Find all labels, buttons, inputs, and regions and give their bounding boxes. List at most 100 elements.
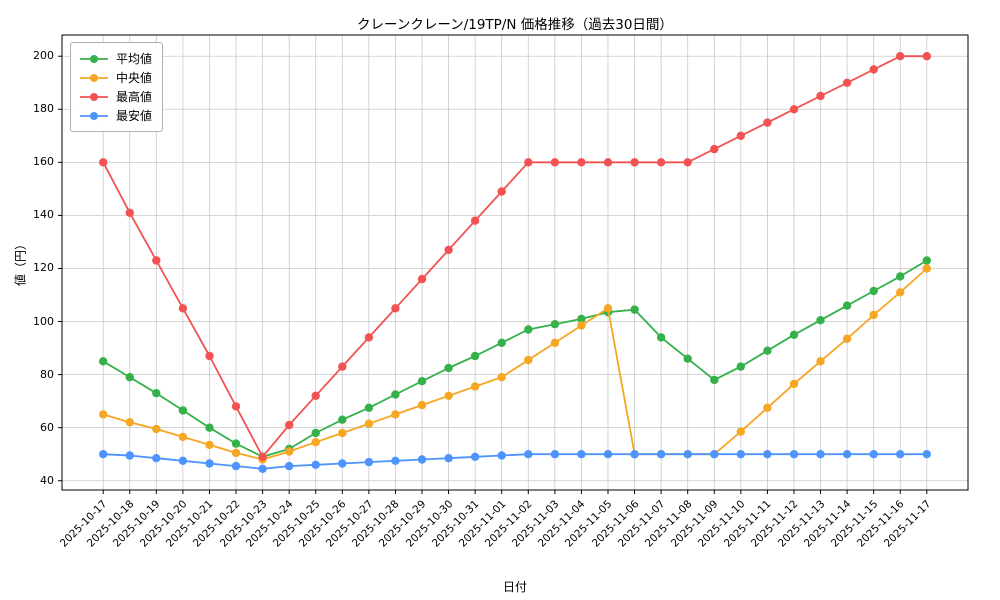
data-point	[842, 334, 852, 343]
data-point	[205, 351, 214, 361]
data-point	[285, 461, 294, 471]
y-tick-label: 100	[33, 314, 54, 328]
legend-item-最安値: 最安値	[79, 106, 152, 125]
data-point	[683, 450, 692, 459]
data-point	[391, 304, 400, 313]
data-point	[178, 432, 188, 442]
legend-label: 最高値	[116, 90, 153, 104]
data-point	[417, 400, 427, 410]
data-point	[869, 65, 878, 74]
data-point	[205, 440, 214, 450]
data-point	[524, 355, 533, 365]
data-point	[285, 420, 294, 430]
data-point	[231, 439, 241, 448]
data-point	[497, 373, 506, 382]
data-point	[630, 158, 639, 167]
data-point	[152, 454, 161, 463]
data-point	[364, 419, 374, 428]
data-point	[338, 362, 347, 371]
data-point	[152, 424, 161, 434]
data-point	[231, 402, 241, 411]
y-tick-label: 140	[33, 208, 54, 222]
data-point	[736, 427, 745, 436]
data-point	[603, 450, 613, 459]
data-point	[842, 450, 852, 459]
data-point	[869, 450, 878, 459]
data-point	[364, 333, 374, 342]
data-point	[922, 264, 931, 273]
data-point	[683, 158, 692, 167]
data-point	[736, 362, 745, 371]
data-point	[391, 390, 400, 399]
data-point	[417, 455, 427, 464]
data-point	[577, 314, 586, 324]
data-point	[99, 450, 108, 459]
y-tick-label: 160	[33, 155, 54, 169]
data-point	[656, 450, 666, 459]
data-point	[178, 456, 188, 465]
data-point	[550, 338, 560, 347]
data-point	[178, 406, 188, 415]
data-point	[205, 459, 214, 468]
data-point	[497, 187, 506, 196]
data-point	[789, 450, 799, 459]
data-point	[178, 304, 188, 313]
data-point	[763, 118, 772, 127]
data-point	[577, 158, 586, 167]
data-point	[99, 357, 108, 366]
data-point	[391, 410, 400, 419]
data-point	[896, 272, 905, 281]
data-point	[524, 325, 533, 334]
data-point	[205, 423, 214, 432]
data-point	[763, 346, 772, 355]
data-point	[444, 454, 453, 463]
legend-item-中央値: 中央値	[79, 68, 152, 87]
data-point	[444, 245, 453, 255]
data-point	[99, 158, 108, 167]
data-point	[152, 256, 161, 265]
data-point	[311, 391, 320, 400]
data-point	[125, 451, 134, 460]
data-point	[577, 450, 586, 459]
data-point	[125, 373, 134, 382]
data-point	[816, 450, 825, 459]
data-point	[470, 216, 480, 225]
data-point	[364, 403, 374, 412]
data-point	[311, 460, 320, 469]
data-point	[550, 320, 560, 329]
data-point	[444, 391, 453, 400]
data-point	[630, 450, 639, 459]
data-point	[470, 351, 480, 361]
data-point	[524, 158, 533, 167]
data-point	[789, 379, 799, 389]
data-point	[338, 459, 347, 468]
data-point	[311, 438, 320, 447]
data-point	[710, 375, 719, 385]
legend-label: 平均値	[116, 52, 153, 66]
data-point	[231, 461, 241, 471]
data-point	[869, 310, 878, 320]
x-axis-label: 日付	[502, 580, 527, 594]
data-point	[125, 208, 134, 217]
data-point	[231, 448, 241, 458]
data-point	[710, 144, 719, 154]
legend-item-最高値: 最高値	[79, 87, 152, 106]
data-point	[311, 428, 320, 438]
data-point	[497, 451, 506, 460]
y-tick-label: 200	[33, 49, 54, 63]
data-point	[922, 52, 931, 61]
series-line-中央値	[102, 267, 928, 461]
data-point	[444, 363, 453, 373]
data-point	[417, 274, 427, 284]
data-point	[710, 450, 719, 459]
series-line-最高値	[102, 55, 927, 458]
data-point	[338, 428, 347, 438]
data-point	[816, 91, 825, 101]
y-tick-label: 180	[33, 102, 54, 116]
series-line-最安値	[103, 453, 927, 470]
data-point	[763, 450, 772, 459]
data-point	[285, 447, 294, 456]
data-point	[550, 450, 560, 459]
data-point	[789, 105, 799, 114]
legend: 平均値中央値最高値最安値	[70, 42, 164, 132]
